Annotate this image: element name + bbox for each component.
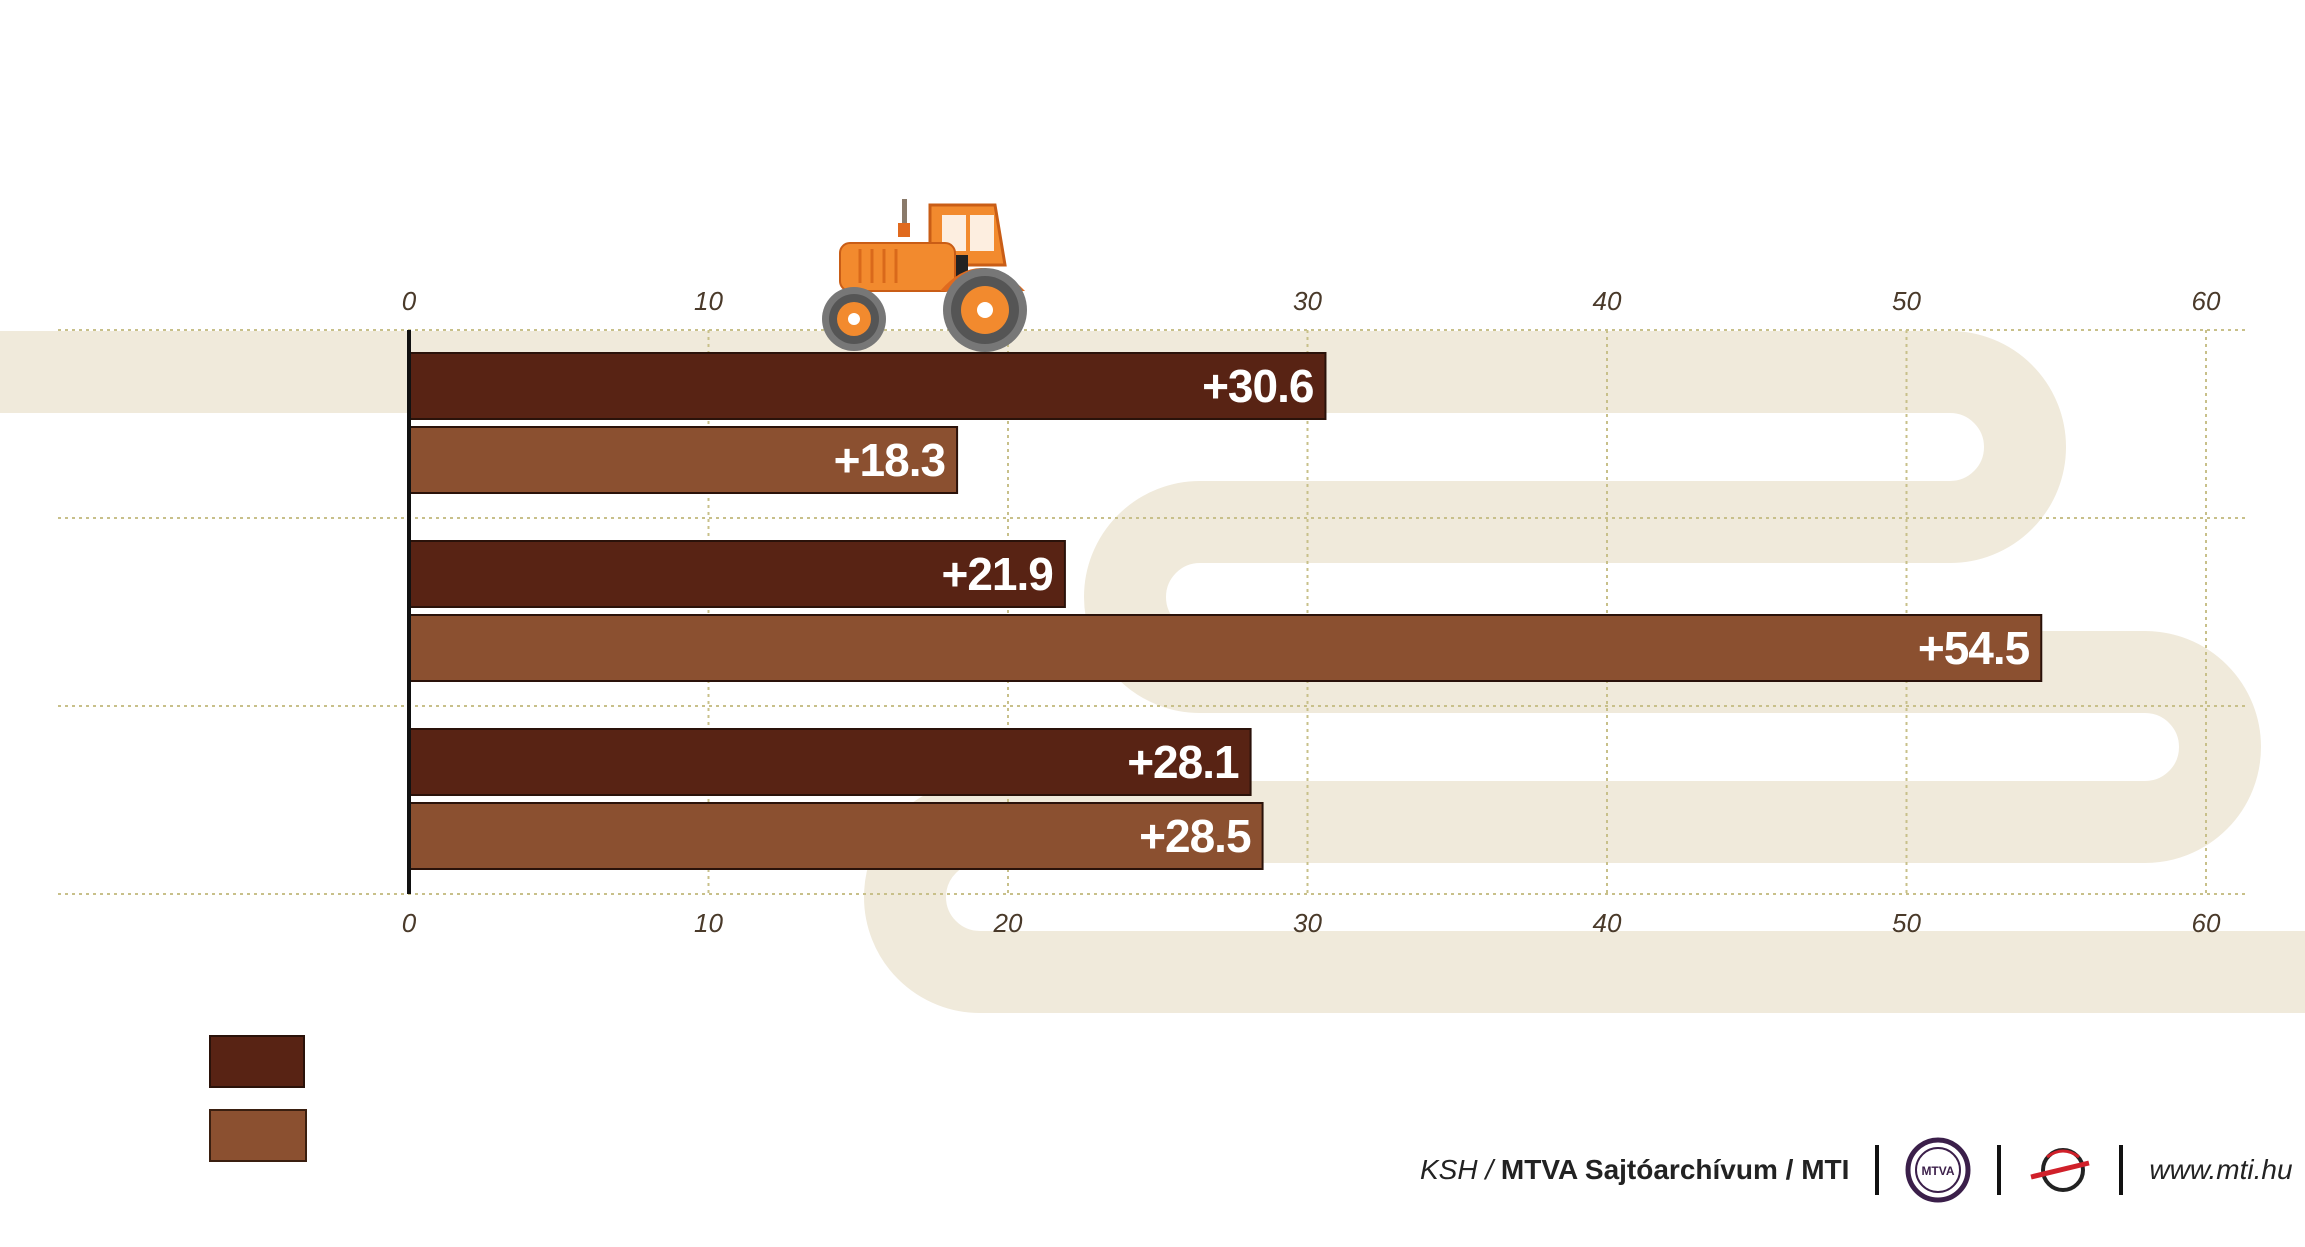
bar-series-2: [408, 614, 2043, 682]
bar-series-2: [408, 802, 1264, 870]
svg-text:MTVA: MTVA: [1922, 1164, 1955, 1178]
bars: +30.6 +18.3 +21.9 +54.5 +28.1 +28.5: [408, 352, 2043, 870]
bar-value-label: +54.5: [1918, 622, 2030, 674]
footer-url: www.mti.hu: [2149, 1154, 2293, 1185]
tick-label-bottom: 0: [402, 908, 417, 938]
tick-label-top: 60: [2192, 286, 2221, 316]
tick-label-bottom: 20: [993, 908, 1023, 938]
tick-label-bottom: 60: [2192, 908, 2221, 938]
tick-label-top: 50: [1892, 286, 1921, 316]
bar-value-label: +21.9: [941, 548, 1052, 600]
grid-lines: [58, 329, 2245, 895]
footer: KSH / MTVA Sajtóarchívum / MTI MTVA www.…: [1420, 1135, 2293, 1205]
bar-value-label: +30.6: [1202, 360, 1313, 412]
mti-logo-icon: [2030, 1148, 2090, 1192]
tick-label-bottom: 50: [1892, 908, 1921, 938]
tick-label-top: 0: [402, 286, 417, 316]
source-credit: KSH / MTVA Sajtóarchívum / MTI: [1420, 1154, 1850, 1185]
footer-separator: [1875, 1145, 1880, 1195]
mtva-logo-icon: MTVA: [1905, 1137, 1971, 1203]
footer-separator: [2119, 1145, 2124, 1195]
bottom-tick-labels: 0 10 20 30 40 50 60: [402, 908, 2221, 938]
legend-swatch-series-2: [209, 1109, 307, 1162]
bar-series-1: [408, 728, 1252, 796]
tick-label-top: 10: [694, 286, 723, 316]
bar-value-label: +18.3: [834, 434, 945, 486]
tractor-icon: [822, 199, 1027, 352]
tick-label-bottom: 30: [1293, 908, 1322, 938]
tick-label-bottom: 10: [694, 908, 723, 938]
tick-label-top: 30: [1293, 286, 1322, 316]
legend-swatch-series-1: [209, 1035, 305, 1088]
footer-separator: [1997, 1145, 2002, 1195]
bar-value-label: +28.1: [1127, 736, 1239, 788]
tick-label-bottom: 40: [1593, 908, 1622, 938]
bar-value-label: +28.5: [1139, 810, 1251, 862]
bar-series-1: [408, 352, 1327, 420]
tick-label-top: 40: [1593, 286, 1622, 316]
